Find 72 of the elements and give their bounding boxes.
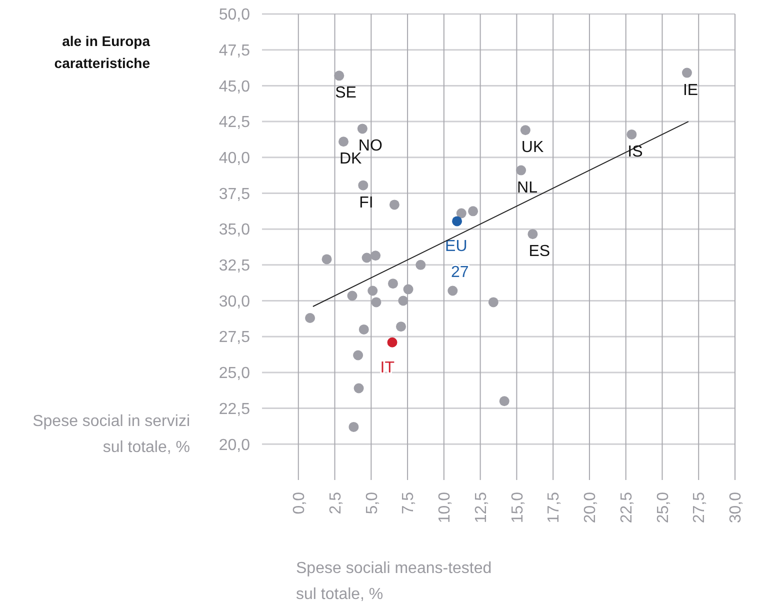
x-tick-label: 7,5: [400, 492, 418, 514]
x-tick-label: 0,0: [290, 492, 308, 514]
point: [488, 297, 498, 308]
point: [416, 260, 426, 270]
point: [516, 165, 526, 176]
point: [626, 129, 637, 140]
y-tick-label: 47,5: [218, 42, 250, 60]
x-tick-label: 2,5: [327, 492, 344, 514]
point: [387, 337, 398, 348]
x-tick-label: 20,0: [582, 492, 600, 524]
point: [347, 290, 358, 301]
point: [358, 180, 368, 190]
y-axis-title: Spese social in servizi sul totale, %: [32, 413, 190, 456]
point: [362, 252, 372, 263]
x-tick-label: 17,5: [546, 492, 563, 524]
point: [357, 124, 368, 134]
series-label: EU 27: [445, 238, 469, 282]
x-tick-label: 15,0: [509, 492, 526, 524]
text: ale in Europa caratteristiche: [54, 33, 150, 71]
y-tick-label: 37,5: [218, 186, 250, 203]
point: [334, 70, 344, 81]
point: [354, 383, 364, 394]
point: [370, 250, 381, 261]
x-axis-title: Spese sociali means-tested sul totale, %: [296, 560, 492, 603]
x-tick-label: 30,0: [728, 492, 745, 524]
y-tick-label: 50,0: [218, 6, 250, 24]
point: [452, 216, 462, 226]
point: [528, 229, 538, 240]
point: [348, 422, 359, 432]
point: [358, 324, 369, 334]
y-tick-label: 35,0: [218, 222, 250, 239]
point: [499, 396, 510, 406]
annotation: NL: [517, 179, 538, 196]
y-tick-label: 45,0: [218, 78, 250, 96]
point: [448, 286, 458, 296]
point: [353, 350, 364, 360]
x-tick-label: 5,0: [364, 492, 381, 514]
point: [371, 297, 382, 308]
series-label: IT: [380, 359, 395, 376]
annotation: IS: [628, 143, 643, 160]
annotation: UK: [521, 139, 544, 156]
y-tick-label: 32,5: [218, 258, 250, 275]
point: [682, 68, 692, 78]
y-tick-label: 20,0: [218, 436, 250, 454]
point: [520, 125, 530, 136]
x-tick-label: 27,5: [691, 492, 708, 524]
y-tick-label: 42,5: [218, 114, 250, 132]
annotation: SE: [335, 84, 356, 102]
point: [468, 206, 478, 216]
x-tick-label: 10,0: [436, 492, 454, 524]
point: [396, 322, 406, 332]
point: [322, 254, 332, 264]
annotation: FI: [359, 194, 374, 212]
annotation: DK: [340, 150, 362, 168]
point: [398, 296, 408, 306]
point: [368, 286, 378, 296]
y-tick-label: 30,0: [218, 293, 250, 310]
annotation: ES: [528, 243, 550, 260]
y-tick-label: 40,0: [218, 150, 250, 167]
x-tick-label: 25,0: [654, 492, 672, 524]
point: [305, 312, 316, 323]
x-tick-label: 12,5: [472, 492, 490, 524]
y-tick-label: 27,5: [218, 329, 250, 346]
point: [388, 278, 398, 289]
point: [389, 200, 400, 210]
point: [403, 284, 414, 294]
annotation: IE: [682, 82, 698, 99]
x-tick-label: 22,5: [618, 492, 636, 524]
y-tick-label: 22,5: [218, 400, 250, 418]
y-tick-label: 25,0: [218, 365, 250, 382]
point: [456, 208, 466, 218]
point: [338, 136, 348, 147]
